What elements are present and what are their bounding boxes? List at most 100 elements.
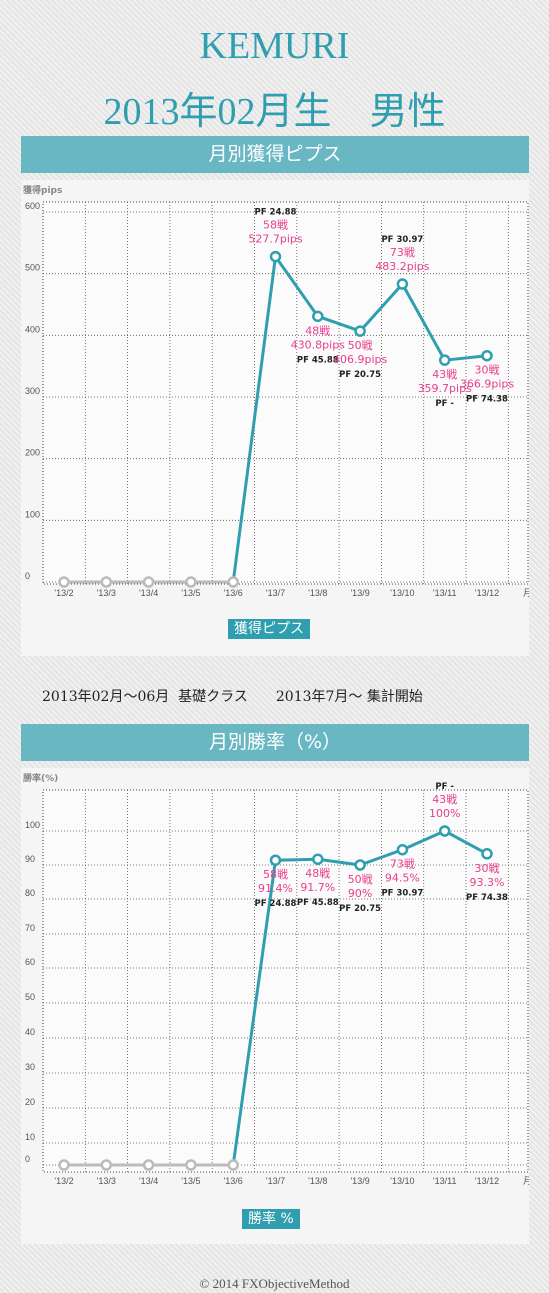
x-tick-label: '13/11: [433, 1176, 457, 1186]
value-label: 430.8pips: [291, 338, 346, 351]
y-tick-label: 30: [25, 1062, 35, 1072]
value-label: 359.7pips: [418, 382, 473, 395]
y-tick-label: 200: [25, 448, 40, 458]
pf-label: PF 74.38: [466, 893, 508, 903]
y-tick-label: 600: [25, 201, 40, 211]
y-tick-label: 0: [25, 571, 30, 581]
x-tick-label: '13/9: [350, 588, 369, 598]
x-tick-label: '13/7: [266, 588, 285, 598]
data-point-inactive: [227, 576, 239, 588]
x-tick-label: '13/4: [139, 1176, 158, 1186]
pf-label: PF -: [435, 782, 454, 792]
trades-label: 50戦: [348, 873, 373, 886]
chart1-panel: 0 100 200 300 400 500 600 獲得pips '13/2 '13/3 '13/4…: [21, 180, 529, 656]
trades-label: 48戦: [305, 867, 330, 880]
x-tick-label: '13/2: [54, 588, 73, 598]
y-tick-label: 90: [25, 854, 35, 864]
chart2-legend: 勝率 %: [242, 1209, 300, 1229]
trades-label: 50戦: [348, 339, 373, 352]
data-point: [354, 859, 366, 871]
data-point-inactive: [142, 1159, 155, 1171]
x-tick-label: '13/5: [181, 588, 200, 598]
y-tick-label: 100: [25, 509, 40, 519]
x-tick-label: '13/6: [224, 588, 243, 598]
x-tick-label: '13/10: [390, 588, 414, 598]
pf-label: PF 30.97: [381, 889, 423, 899]
pf-label: PF 45.88: [297, 355, 339, 365]
x-tick-label: '13/3: [97, 1176, 116, 1186]
data-point-inactive: [142, 576, 155, 588]
trades-label: 58戦: [263, 868, 288, 881]
pf-label: PF -: [435, 399, 454, 409]
pf-label: PF 45.88: [297, 898, 339, 908]
copyright-footer: © 2014 FXObjectiveMethod: [199, 1276, 350, 1291]
data-point-inactive: [100, 576, 113, 588]
y-tick-label: 20: [25, 1097, 35, 1107]
value-label: 100%: [429, 807, 460, 820]
pf-label: PF 20.75: [339, 370, 381, 380]
trades-label: 73戦: [390, 246, 415, 259]
x-tick-label: '13/12: [475, 588, 499, 598]
pf-label: PF 30.97: [381, 235, 423, 245]
x-tick-label: '13/2: [54, 1176, 73, 1186]
x-tick-label: '13/7: [266, 1176, 285, 1186]
y-tick-label: 100: [25, 820, 40, 830]
data-point-inactive: [185, 576, 197, 588]
trader-name: KEMURI: [199, 25, 350, 67]
trader-profile-subtitle: 2013年02月生 男性: [103, 91, 446, 133]
x-tick-label: '13/4: [139, 588, 158, 598]
y-tick-label: 300: [25, 386, 40, 396]
x-axis-label: 月: [523, 1176, 529, 1187]
chart1-legend: 獲得ピプス: [228, 619, 310, 639]
data-point: [354, 325, 366, 337]
value-label: 91.7%: [300, 881, 335, 894]
x-tick-label: '13/8: [308, 588, 327, 598]
x-tick-label: '13/11: [433, 588, 457, 598]
y-tick-label: 10: [25, 1132, 35, 1142]
value-label: 94.5%: [385, 872, 420, 885]
data-point-inactive: [100, 1159, 113, 1171]
pf-label: PF 24.88: [255, 208, 297, 218]
x-tick-label: '13/10: [390, 1176, 414, 1186]
pf-label: PF 74.38: [466, 395, 508, 405]
data-point: [481, 349, 493, 362]
data-point: [312, 853, 324, 865]
value-label: 93.3%: [470, 876, 505, 889]
y-tick-label: 70: [25, 923, 35, 933]
x-tick-label: '13/5: [181, 1176, 200, 1186]
winrate-line-chart: 0 10 20 30 40 50 60 70 80 90 100 勝率(%) '13/2 '13/3 '13…: [23, 772, 529, 1187]
plot-frame: [42, 789, 529, 1173]
trades-label: 30戦: [475, 364, 500, 377]
data-point: [396, 843, 409, 856]
data-point: [312, 310, 324, 323]
data-point: [269, 250, 282, 263]
y-axis-label: 獲得pips: [23, 184, 62, 196]
data-point: [438, 354, 451, 366]
trades-label: 30戦: [475, 862, 500, 875]
x-tick-label: '13/12: [475, 1176, 499, 1186]
y-tick-label: 400: [25, 324, 40, 334]
value-label: 366.9pips: [460, 378, 515, 391]
value-label: 91.4%: [258, 882, 293, 895]
value-label: 527.7pips: [248, 233, 303, 246]
trades-label: 58戦: [263, 219, 288, 232]
value-label: 483.2pips: [375, 260, 430, 273]
x-tick-label: '13/3: [97, 588, 116, 598]
pips-line-chart: 0 100 200 300 400 500 600 獲得pips '13/2 '13/3 '13/4…: [23, 184, 529, 599]
value-label: 406.9pips: [333, 353, 388, 366]
y-tick-label: 500: [25, 263, 40, 273]
chart1-title-band: 月別獲得ピプス: [21, 136, 529, 173]
trades-label: 73戦: [390, 858, 415, 871]
y-tick-label: 0: [25, 1154, 30, 1164]
chart2-title-band: 月別勝率（%）: [21, 724, 529, 761]
data-point-inactive: [227, 1159, 239, 1171]
data-point: [481, 848, 493, 860]
plot-frame: [42, 201, 529, 585]
class-period-note: 2013年02月～06月 基礎クラス 2013年7月～ 集計開始: [42, 689, 423, 705]
y-tick-label: 80: [25, 888, 35, 898]
x-tick-label: '13/9: [350, 1176, 369, 1186]
data-point: [438, 825, 451, 837]
y-tick-label: 60: [25, 957, 35, 967]
chart2-panel: 0 10 20 30 40 50 60 70 80 90 100 勝率(%) '13/2 '13/3 '13…: [21, 768, 529, 1244]
pf-label: PF 24.88: [255, 899, 297, 909]
